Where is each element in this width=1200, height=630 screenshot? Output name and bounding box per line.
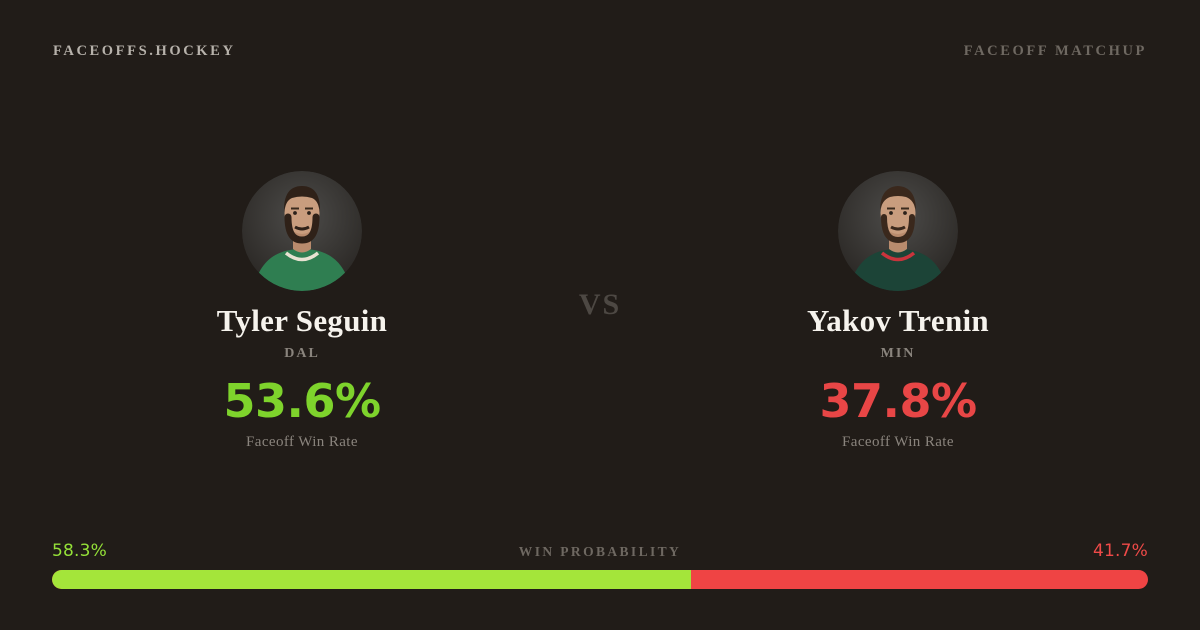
beard — [881, 214, 915, 244]
faceoff-win-rate: 53.6% — [223, 374, 381, 429]
face — [284, 192, 320, 234]
hair — [283, 186, 321, 213]
player-name: Yakov Trenin — [807, 303, 989, 338]
player-card-right: Yakov Trenin MIN 37.8% Faceoff Win Rate — [708, 171, 1088, 451]
jersey-collar — [284, 251, 320, 262]
vs-label: VS — [578, 288, 622, 321]
brand-logo: FACEOFFS.HOCKEY — [53, 43, 236, 59]
player-avatar-left — [242, 171, 362, 291]
beard — [284, 213, 320, 244]
mustache — [890, 225, 906, 231]
eye — [307, 211, 311, 215]
page-title: FACEOFF MATCHUP — [963, 43, 1147, 59]
eye — [903, 211, 907, 215]
face — [880, 192, 916, 234]
player-team: DAL — [284, 346, 320, 362]
win-probability-title: WIN PROBABILITY — [518, 544, 682, 559]
player-avatar-right — [838, 171, 958, 291]
player-team: MIN — [880, 346, 916, 362]
faceoff-win-rate: 37.8% — [819, 374, 977, 429]
player-photo — [848, 186, 948, 291]
player-name: Tyler Seguin — [216, 303, 388, 338]
rate-label: Faceoff Win Rate — [842, 434, 954, 451]
win-probability-left-value: 58.3% — [52, 541, 108, 561]
win-probability-right-value: 41.7% — [1092, 541, 1148, 561]
header: FACEOFFS.HOCKEY FACEOFF MATCHUP — [53, 43, 1147, 60]
player-photo — [252, 186, 352, 291]
jersey — [252, 249, 352, 291]
rate-label: Faceoff Win Rate — [246, 434, 358, 451]
jersey-collar — [880, 251, 916, 262]
win-probability-bar-fill — [52, 570, 691, 589]
jersey — [848, 249, 948, 291]
win-probability-bar — [52, 570, 1148, 589]
mustache — [294, 225, 310, 231]
player-card-left: Tyler Seguin DAL 53.6% Faceoff Win Rate — [112, 171, 492, 451]
eye — [293, 211, 297, 215]
eye — [889, 211, 893, 215]
win-probability-labels: 58.3% WIN PROBABILITY 41.7% — [52, 541, 1148, 561]
hair — [880, 186, 916, 211]
